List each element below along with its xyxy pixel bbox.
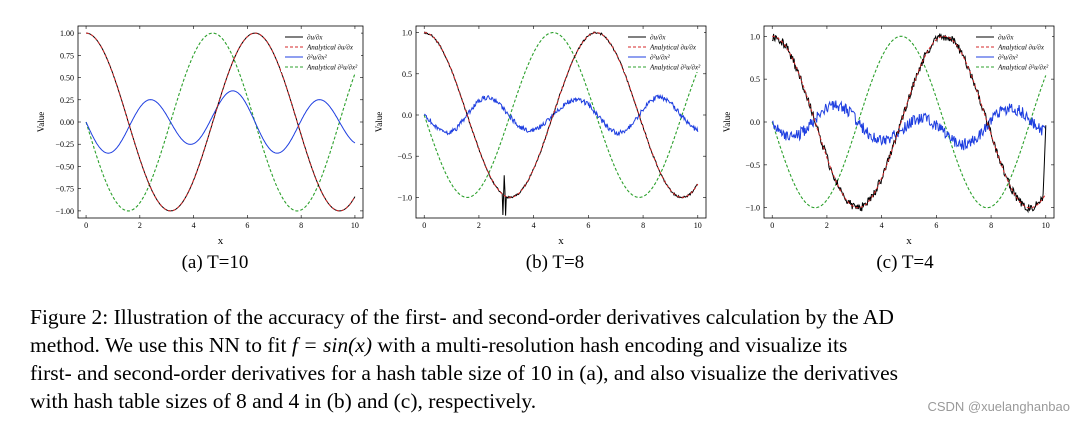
y-axis-label: Value <box>722 112 732 133</box>
y-tick-label: −1.0 <box>397 193 412 202</box>
x-tick-label: 4 <box>192 221 196 230</box>
caption-line-2: method. We use this NN to fit f = sin(x)… <box>30 331 1060 359</box>
y-tick-label: 1.0 <box>402 29 412 38</box>
series-analytical-first-derivative <box>424 32 699 198</box>
caption-line-4: with hash table sizes of 8 and 4 in (b) … <box>30 389 537 413</box>
legend-label: Analytical ∂u/∂x <box>306 44 354 52</box>
panel-c: 0 2 4 6 8 10 −1.0 −0.5 0.0 0.5 1.0 x Value ∂u/∂x Analy… <box>716 14 1061 246</box>
caption-math: f = sin(x) <box>291 333 373 357</box>
watermark: CSDN @xuelanghanbao <box>927 399 1070 414</box>
series-analytical-second-derivative <box>423 32 699 198</box>
panel-a: 0 2 4 6 8 10 −1.00 −0.75 −0.50 −0.25 0.00 0.25 0.50 0… <box>30 14 365 246</box>
subcaption-c: (c) T=4 <box>876 252 934 273</box>
caption-line-2a: method. We use this NN to fit <box>30 333 292 357</box>
legend-label: ∂²u/∂x² <box>307 54 328 62</box>
legend-label: ∂u/∂x <box>998 34 1014 42</box>
x-axis-label: x <box>906 235 912 246</box>
y-axis-label: Value <box>36 112 46 133</box>
y-tick-label: 1.0 <box>750 32 760 41</box>
y-tick-label: 1.00 <box>60 29 74 38</box>
y-tick-label: −1.0 <box>745 204 760 213</box>
x-tick-label: 2 <box>825 221 829 230</box>
x-tick-label: 10 <box>351 221 359 230</box>
x-tick-label: 8 <box>989 221 993 230</box>
x-tick-label: 8 <box>641 221 645 230</box>
x-axis-label: x <box>218 235 224 246</box>
x-tick-label: 4 <box>880 221 884 230</box>
x-tick-label: 2 <box>477 221 481 230</box>
x-tick-label: 0 <box>422 221 426 230</box>
y-tick-label: −0.75 <box>55 185 74 194</box>
x-tick-label: 0 <box>770 221 774 230</box>
chart-c: 0 2 4 6 8 10 −1.0 −0.5 0.0 0.5 1.0 x Value ∂u/∂x Analy… <box>722 25 1055 246</box>
x-tick-label: 8 <box>299 221 303 230</box>
plot-area <box>771 33 1047 214</box>
y-tick-label: 0.75 <box>60 51 74 60</box>
series-analytical-second-derivative <box>771 35 1047 209</box>
figure-caption: Figure 2: Illustration of the accuracy o… <box>30 303 1060 415</box>
legend-label: ∂u/∂x <box>650 34 666 42</box>
chart-a: 0 2 4 6 8 10 −1.00 −0.75 −0.50 −0.25 0.00 0.25 0.50 0… <box>36 25 364 246</box>
series-second-derivative <box>85 90 356 154</box>
series-analytical-second-derivative <box>85 32 356 212</box>
x-tick-label: 6 <box>934 221 938 230</box>
y-tick-label: −0.50 <box>55 162 74 171</box>
y-axis-label: Value <box>374 112 384 133</box>
x-tick-label: 10 <box>694 221 702 230</box>
x-tick-label: 2 <box>138 221 142 230</box>
x-tick-label: 10 <box>1042 221 1050 230</box>
x-tick-label: 0 <box>84 221 88 230</box>
plot-area <box>423 31 699 216</box>
y-tick-label: 0.00 <box>60 118 74 127</box>
plot-area <box>85 32 356 212</box>
y-tick-label: −0.5 <box>745 161 760 170</box>
legend-label: Analytical ∂²u/∂x² <box>306 64 358 72</box>
series-analytical-first-derivative <box>86 32 356 212</box>
y-tick-label: 0.0 <box>750 118 760 127</box>
series-second-derivative <box>423 93 699 137</box>
subcaption-a: (a) T=10 <box>181 252 249 273</box>
legend-label: Analytical ∂u/∂x <box>997 44 1045 52</box>
chart-b: 0 2 4 6 8 10 −1.0 −0.5 0.0 0.5 1.0 x Value ∂u/∂x Analy… <box>374 25 707 246</box>
x-tick-label: 6 <box>586 221 590 230</box>
y-tick-label: −1.00 <box>55 207 74 216</box>
legend-label: ∂²u/∂x² <box>998 54 1019 62</box>
caption-line-3: first- and second-order derivatives for … <box>30 361 899 385</box>
y-tick-label: 0.50 <box>60 74 74 83</box>
plot-frame <box>415 25 707 219</box>
caption-line-2b: with a multi-resolution hash encoding an… <box>372 333 848 357</box>
caption-line-1: Figure 2: Illustration of the accuracy o… <box>30 305 894 329</box>
x-tick-label: 4 <box>532 221 536 230</box>
legend-label: ∂u/∂x <box>307 34 323 42</box>
y-tick-label: 0.25 <box>60 96 74 105</box>
legend-label: Analytical ∂u/∂x <box>649 44 697 52</box>
series-second-derivative <box>771 100 1047 151</box>
panel-b: 0 2 4 6 8 10 −1.0 −0.5 0.0 0.5 1.0 x Value ∂u/∂x Analy… <box>368 14 713 246</box>
y-tick-label: 0.5 <box>402 70 412 79</box>
x-tick-label: 6 <box>245 221 249 230</box>
y-tick-label: −0.5 <box>397 152 412 161</box>
legend-label: Analytical ∂²u/∂x² <box>649 64 701 72</box>
y-tick-label: 0.0 <box>402 111 412 120</box>
subcaption-b: (b) T=8 <box>525 252 585 273</box>
legend-label: ∂²u/∂x² <box>650 54 671 62</box>
legend-label: Analytical ∂²u/∂x² <box>997 64 1049 72</box>
y-tick-label: 0.5 <box>750 75 760 84</box>
series-analytical-first-derivative <box>772 35 1047 209</box>
x-axis-label: x <box>558 235 564 246</box>
y-tick-label: −0.25 <box>55 140 74 149</box>
